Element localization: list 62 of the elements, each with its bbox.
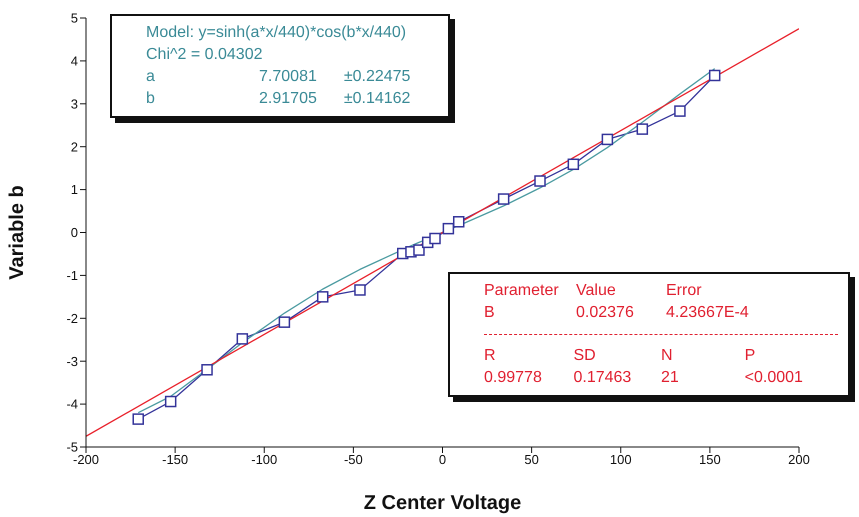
y-tick-label: -4 <box>66 396 78 412</box>
annotation: 0.02376 <box>576 303 635 323</box>
y-tick-label: -5 <box>66 440 78 455</box>
annotation: <0.0001 <box>744 368 804 388</box>
x-tick-label: 0 <box>438 452 446 468</box>
annotation: Error <box>666 281 703 301</box>
y-tick-label: 2 <box>70 139 78 154</box>
annotation: a <box>146 67 156 87</box>
annotation: SD <box>573 346 597 366</box>
y-tick-label: -3 <box>66 354 78 369</box>
point <box>201 364 213 376</box>
point <box>413 244 425 256</box>
y-tick-label: 1 <box>70 182 78 198</box>
point <box>164 396 176 408</box>
x-tick-label: -200 <box>72 452 100 468</box>
y-tick-label: 0 <box>70 225 78 240</box>
annotation: 4.23667E-4 <box>666 303 750 323</box>
x-tick-label: -50 <box>344 452 363 468</box>
annotation: 0.99778 <box>484 368 543 388</box>
point <box>316 291 328 303</box>
y-tick-label: 3 <box>70 96 78 112</box>
point <box>498 193 510 205</box>
annotation: P <box>744 346 756 366</box>
annotation: Value <box>576 281 617 301</box>
annotation: Chi^2 = 0.04302 <box>146 45 264 65</box>
point <box>534 175 546 187</box>
x-tick-label: 100 <box>610 452 632 468</box>
point <box>602 134 614 146</box>
x-tick-label: -100 <box>251 452 278 468</box>
x-tick-label: 200 <box>788 452 810 468</box>
point <box>132 413 144 425</box>
x-tick-label: 150 <box>699 452 721 468</box>
point <box>636 123 648 135</box>
x-tick-label: 50 <box>524 452 539 468</box>
annotation: ±0.14162 <box>344 89 412 109</box>
y-tick-label: -2 <box>66 310 78 326</box>
point <box>708 70 720 82</box>
point <box>674 105 686 117</box>
point <box>354 284 366 296</box>
annotation: 21 <box>661 368 680 388</box>
annotation: ±0.22475 <box>344 67 412 87</box>
x-axis-title: Z Center Voltage <box>364 492 522 514</box>
annotation: R <box>484 346 497 366</box>
point <box>236 333 248 345</box>
point <box>452 216 464 228</box>
y-tick-label: 4 <box>70 54 78 69</box>
point <box>568 158 580 170</box>
annotation: 2.91705 <box>259 89 318 109</box>
annotation: Parameter <box>484 281 560 301</box>
annotation: b <box>146 89 156 109</box>
annotation: 0.17463 <box>573 368 632 388</box>
y-tick-label: -1 <box>66 268 78 284</box>
annotation: N <box>661 346 674 366</box>
point <box>442 222 454 234</box>
y-tick-label: 5 <box>70 10 78 26</box>
annotation: 7.70081 <box>259 67 318 87</box>
x-tick-label: -150 <box>162 452 188 468</box>
point <box>278 316 290 328</box>
point <box>429 232 441 244</box>
annotation: Model: y=sinh(a*x/440)*cos(b*x/440) <box>146 23 408 43</box>
y-axis-title: Variable b <box>6 185 28 280</box>
annotation: B <box>484 303 496 323</box>
